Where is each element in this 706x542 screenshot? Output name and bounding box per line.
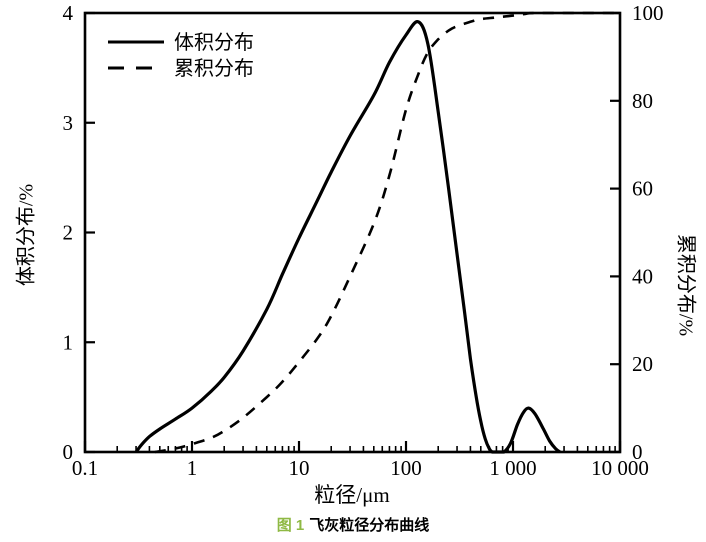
y-right-tick-label: 60 <box>632 177 653 201</box>
y-right-tick-label: 20 <box>632 352 653 376</box>
y-left-tick-label: 0 <box>63 440 74 464</box>
legend-label: 体积分布 <box>174 31 254 54</box>
legend-label: 累积分布 <box>174 57 254 80</box>
x-tick-label: 100 <box>390 456 422 480</box>
x-tick-label: 10 000 <box>591 456 649 480</box>
volume-distribution-curve <box>134 20 561 454</box>
x-tick-label: 0.1 <box>72 456 98 480</box>
y-right-tick-label: 40 <box>632 264 653 288</box>
figure-caption: 图 1 飞灰粒径分布曲线 <box>0 514 706 535</box>
x-tick-label: 1 <box>187 456 198 480</box>
y-right-tick-label: 100 <box>632 1 664 25</box>
y-left-tick-label: 4 <box>63 1 74 25</box>
x-axis-title: 粒径/μm <box>314 483 390 507</box>
figure-caption-text: 飞灰粒径分布曲线 <box>309 517 430 534</box>
figure-caption-number: 图 1 <box>276 517 305 534</box>
x-tick-label: 10 <box>289 456 310 480</box>
y-right-tick-label: 0 <box>632 440 643 464</box>
y-left-tick-label: 1 <box>63 330 74 354</box>
y-right-axis-title: 累积分布/% <box>674 233 697 337</box>
y-left-tick-label: 2 <box>63 221 74 245</box>
plot-frame <box>83 11 622 454</box>
cumulative-distribution-curve <box>154 11 618 454</box>
y-left-axis-title: 体积分布/% <box>15 183 38 287</box>
y-left-tick-label: 3 <box>63 111 74 135</box>
x-tick-label: 1 000 <box>489 456 536 480</box>
y-right-tick-label: 80 <box>632 89 653 113</box>
